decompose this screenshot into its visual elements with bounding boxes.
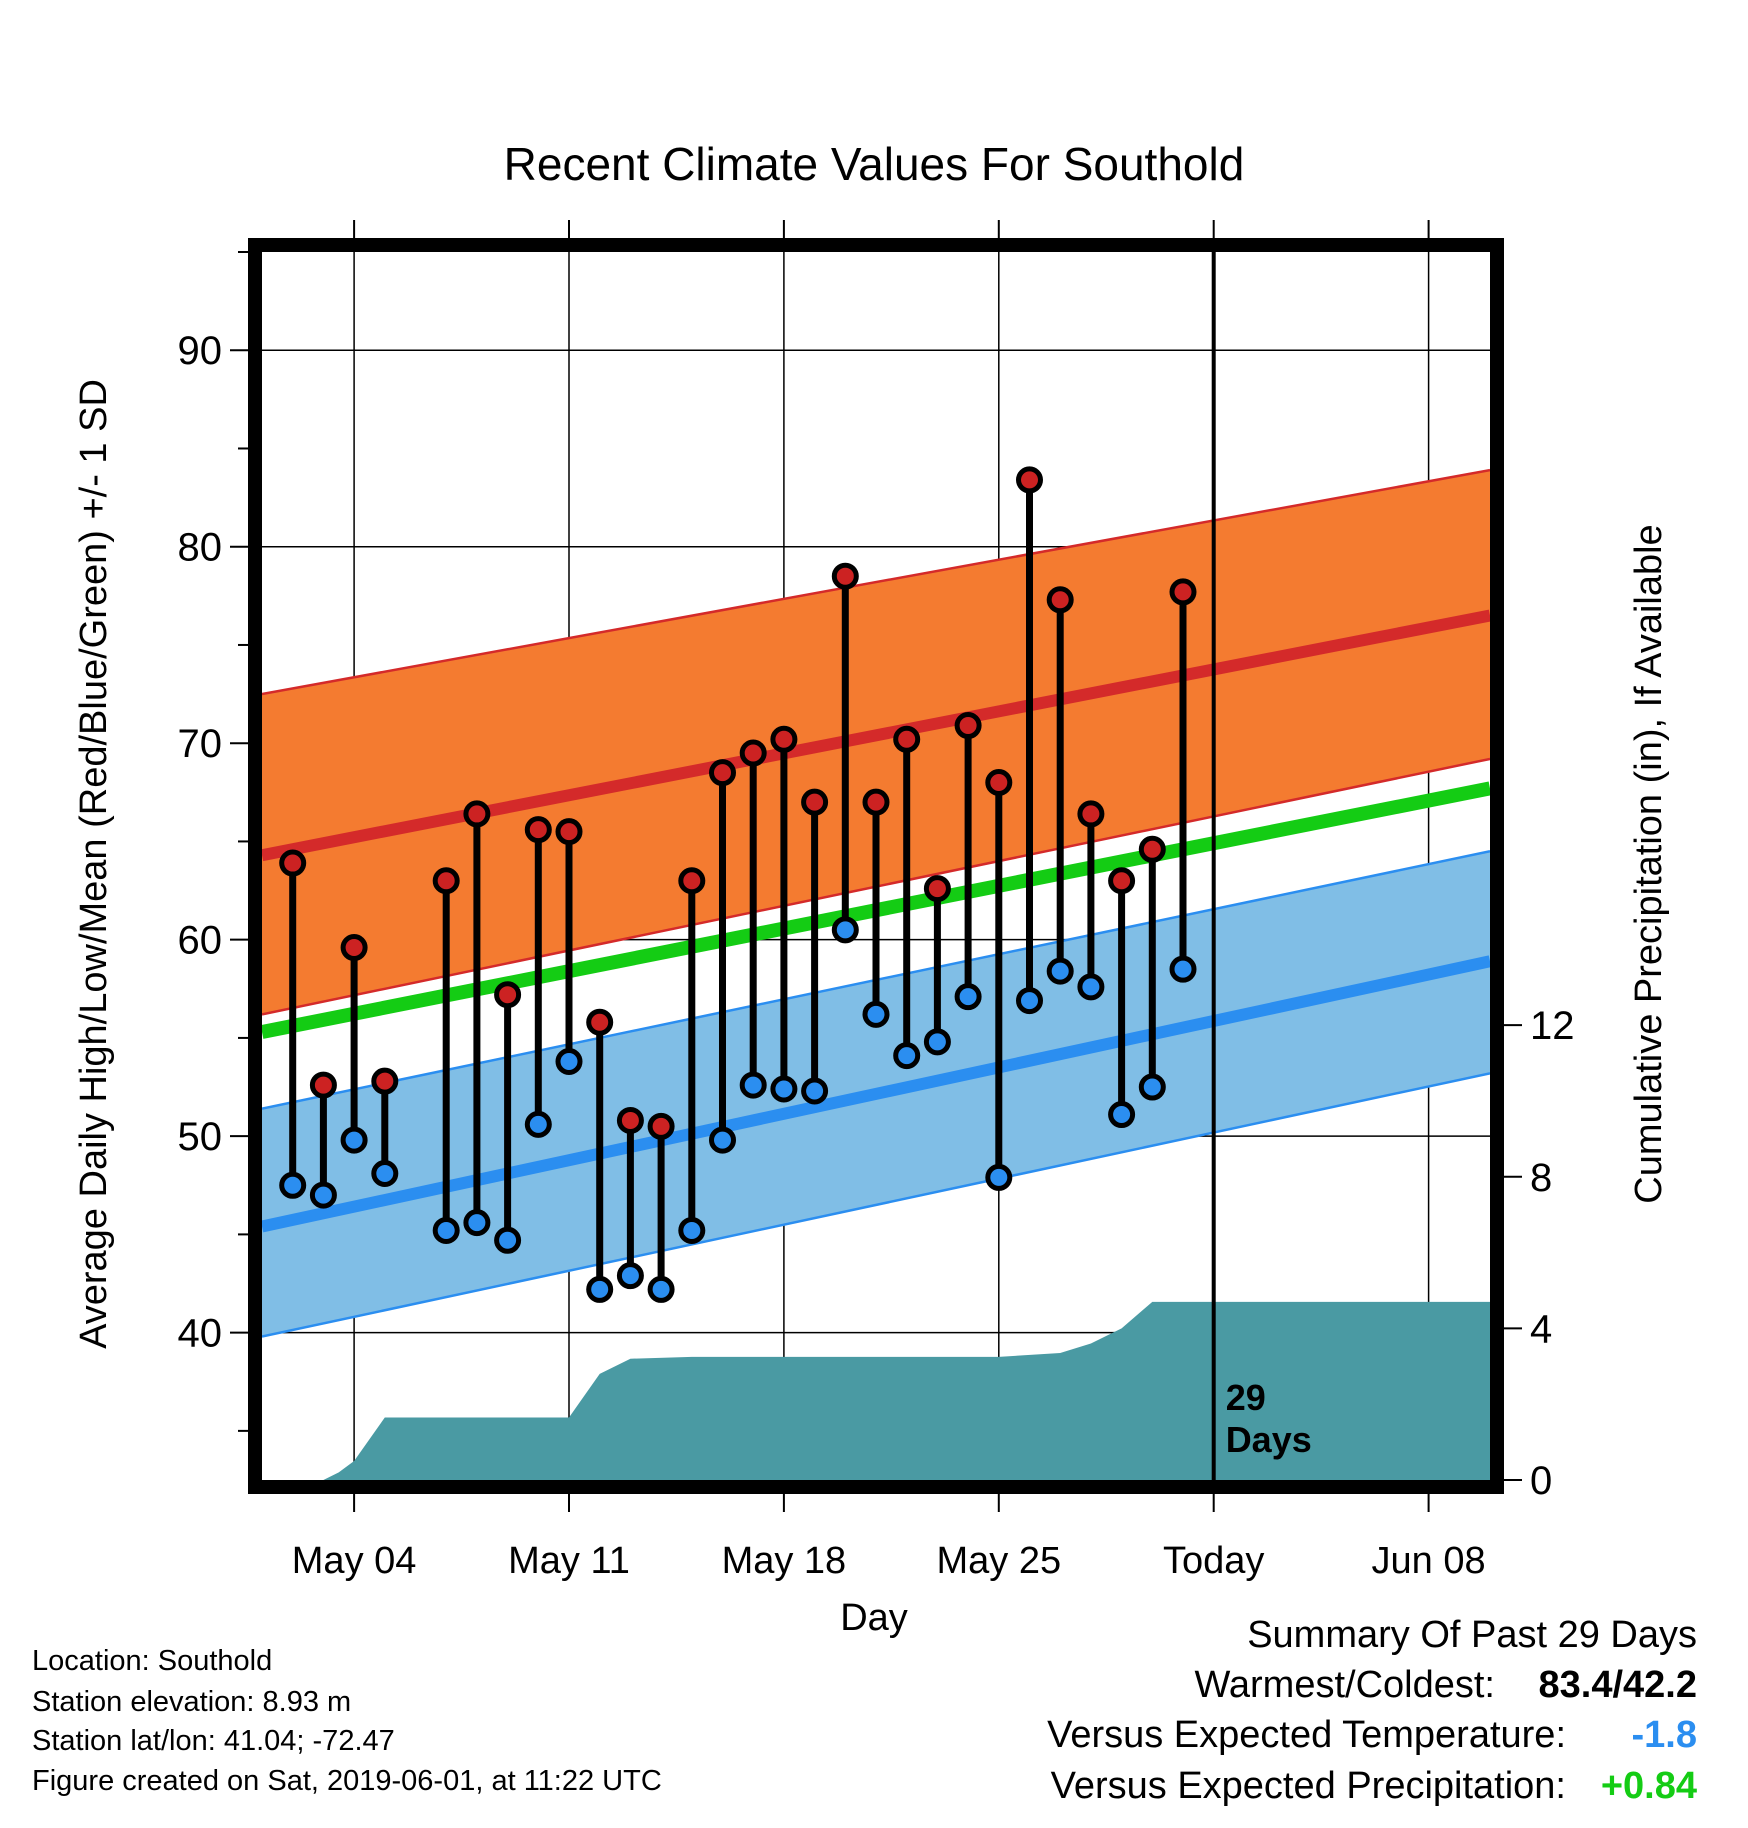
y-tick-label: 70: [178, 722, 223, 766]
low-marker: [923, 1028, 951, 1056]
high-marker: [432, 867, 460, 895]
days-label-word: Days: [1226, 1419, 1312, 1460]
x-tick-label: Jun 08: [1372, 1540, 1486, 1582]
low-marker: [1046, 957, 1074, 985]
high-marker: [340, 934, 368, 962]
low-marker: [1138, 1073, 1166, 1101]
y-tick-label: 80: [178, 526, 223, 570]
low-marker: [801, 1077, 829, 1105]
y2-tick-label: 4: [1530, 1307, 1552, 1351]
high-marker: [555, 818, 583, 846]
x-axis-title: Day: [840, 1597, 908, 1639]
low-marker: [1169, 955, 1197, 983]
high-marker: [1169, 578, 1197, 606]
temp-value: -1.8: [1632, 1714, 1697, 1756]
high-marker: [770, 725, 798, 753]
low-marker: [524, 1110, 552, 1138]
y-tick-label: 90: [178, 329, 223, 373]
y2-tick-label: 8: [1530, 1156, 1552, 1200]
plot-frame: [248, 238, 1504, 1494]
high-marker: [831, 562, 859, 590]
low-marker: [739, 1071, 767, 1099]
normal-low-lower-line: [262, 1072, 1490, 1338]
high-marker: [309, 1071, 337, 1099]
low-marker: [1108, 1101, 1136, 1129]
y-axis-title: Average Daily High/Low/Mean (Red/Blue/Gr…: [73, 379, 115, 1349]
high-marker: [1077, 800, 1105, 828]
high-marker: [586, 1008, 614, 1036]
high-marker: [616, 1106, 644, 1134]
low-marker: [586, 1275, 614, 1303]
precip-value: +0.84: [1601, 1765, 1697, 1807]
low-marker: [709, 1126, 736, 1154]
low-marker: [1077, 973, 1105, 1001]
high-marker: [923, 875, 951, 903]
x-tick-label: May 25: [936, 1540, 1061, 1582]
high-marker: [494, 981, 522, 1009]
high-marker: [709, 759, 736, 787]
high-marker: [463, 800, 491, 828]
low-marker: [647, 1275, 675, 1303]
temp-label: Versus Expected Temperature:: [1047, 1714, 1566, 1756]
low-marker: [555, 1047, 583, 1075]
low-marker: [279, 1171, 307, 1199]
low-marker: [616, 1262, 644, 1290]
low-marker: [770, 1075, 798, 1103]
low-marker: [309, 1181, 337, 1209]
high-marker: [1046, 586, 1074, 614]
high-marker: [279, 849, 307, 877]
created-text: Figure created on Sat, 2019-06-01, at 11…: [32, 1765, 662, 1797]
location-text: Location: Southold: [32, 1645, 272, 1677]
low-marker: [893, 1042, 921, 1070]
summary-title: Summary Of Past 29 Days: [1247, 1614, 1697, 1656]
low-marker: [862, 1000, 890, 1028]
chart-title: Recent Climate Values For Southold: [504, 138, 1245, 190]
high-marker: [985, 768, 1013, 796]
low-marker: [432, 1216, 460, 1244]
low-marker: [1016, 987, 1043, 1015]
warm-cold-value: 83.4/42.2: [1539, 1664, 1697, 1706]
low-marker: [463, 1209, 491, 1237]
high-marker: [371, 1067, 399, 1095]
y2-tick-label: 12: [1530, 1004, 1575, 1048]
warm-cold-label: Warmest/Coldest:: [1194, 1664, 1495, 1706]
plot-content: [262, 252, 1490, 1480]
y-tick-label: 50: [178, 1115, 223, 1159]
x-tick-label: Today: [1163, 1540, 1264, 1582]
precip-area: [262, 1301, 1490, 1480]
x-tick-label: May 11: [508, 1540, 630, 1582]
elevation-text: Station elevation: 8.93 m: [32, 1686, 351, 1718]
high-marker: [1016, 466, 1043, 494]
x-tick-label: May 04: [292, 1540, 417, 1582]
low-marker: [340, 1126, 368, 1154]
high-marker: [678, 867, 706, 895]
low-marker: [985, 1163, 1013, 1191]
low-marker: [494, 1226, 522, 1254]
low-marker: [678, 1216, 706, 1244]
high-marker: [647, 1112, 675, 1140]
days-label-number: 29: [1226, 1377, 1266, 1418]
high-marker: [1108, 867, 1136, 895]
high-marker: [862, 788, 890, 816]
low-marker: [831, 916, 859, 944]
normal-high-upper-line: [262, 468, 1490, 696]
y2-axis-title: Cumulative Precipitation (in), If Availa…: [1628, 524, 1670, 1203]
high-marker: [954, 712, 982, 740]
low-marker: [954, 983, 982, 1011]
high-marker: [893, 725, 921, 753]
precip-label: Versus Expected Precipitation:: [1051, 1765, 1566, 1807]
latlon-text: Station lat/lon: 41.04; -72.47: [32, 1725, 395, 1757]
y-tick-label: 60: [178, 919, 223, 963]
high-marker: [1138, 835, 1166, 863]
high-marker: [524, 816, 552, 844]
high-marker: [801, 788, 829, 816]
high-marker: [739, 739, 767, 767]
y-tick-label: 40: [178, 1312, 223, 1356]
low-marker: [371, 1159, 399, 1187]
normal-low-mean-line: [262, 955, 1490, 1233]
x-tick-label: May 18: [722, 1540, 847, 1582]
y2-tick-label: 0: [1530, 1459, 1552, 1503]
